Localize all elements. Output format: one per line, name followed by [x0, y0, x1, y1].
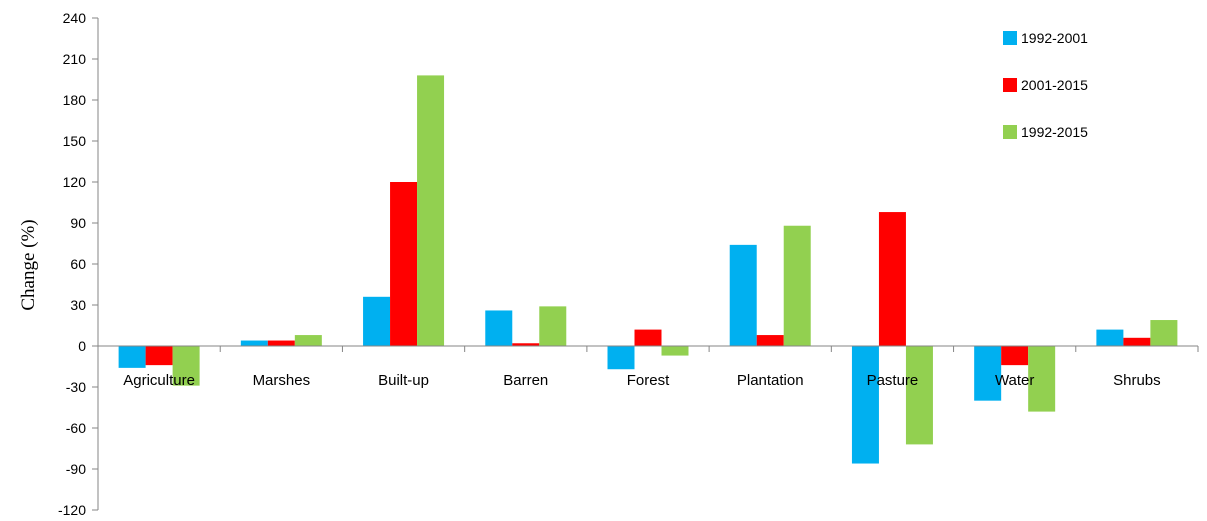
- y-tick-label: 60: [70, 256, 86, 272]
- category-label: Shrubs: [1113, 372, 1161, 389]
- bar-barren-series-2: [512, 343, 540, 346]
- legend-label: 1992-2001: [1021, 30, 1088, 46]
- category-label: Water: [995, 372, 1034, 389]
- bar-water-series-1: [974, 346, 1002, 401]
- y-axis-title: Change (%): [18, 219, 39, 310]
- bar-agriculture-series-3: [172, 346, 200, 386]
- bar-barren-series-1: [485, 310, 513, 346]
- y-tick-label: 150: [63, 133, 87, 149]
- category-label: Barren: [503, 372, 548, 389]
- bar-marshes-series-2: [267, 340, 295, 346]
- category-label: Pasture: [867, 372, 919, 389]
- y-tick-label: -60: [66, 420, 86, 436]
- bar-barren-series-3: [539, 306, 567, 346]
- y-tick-label: 240: [63, 10, 87, 26]
- legend-label: 1992-2015: [1021, 124, 1088, 140]
- legend: 1992-2001 2001-2015 1992-2015: [1003, 30, 1088, 140]
- bar-shrubs-series-3: [1150, 320, 1178, 346]
- bar-built-up-series-1: [363, 296, 391, 346]
- category-labels: Agriculture Marshes Built-up Barren Forest Pl…: [123, 372, 1160, 389]
- bar-plantation-series-1: [729, 244, 757, 346]
- bar-shrubs-series-1: [1096, 329, 1124, 346]
- legend-swatch: [1003, 31, 1017, 45]
- y-tick-label: -90: [66, 461, 86, 477]
- bar-marshes-series-1: [240, 340, 268, 346]
- bar-built-up-series-2: [390, 182, 418, 346]
- category-label: Built-up: [378, 372, 429, 389]
- y-tick-label: -120: [58, 502, 86, 518]
- bar-plantation-series-2: [756, 335, 784, 346]
- bar-forest-series-1: [607, 346, 635, 370]
- bar-forest-series-3: [661, 346, 689, 356]
- bar-forest-series-2: [634, 329, 662, 346]
- bar-water-series-2: [1001, 346, 1029, 366]
- y-tick-label: 210: [63, 51, 87, 67]
- category-label: Plantation: [737, 372, 804, 389]
- bar-built-up-series-3: [417, 75, 445, 347]
- y-tick-label: 0: [78, 338, 86, 354]
- bar-water-series-3: [1028, 346, 1056, 412]
- y-tick-label: 120: [63, 174, 87, 190]
- legend-swatch: [1003, 125, 1017, 139]
- bar-agriculture-series-2: [145, 346, 173, 366]
- category-label: Agriculture: [123, 372, 195, 389]
- y-tick-label: 180: [63, 92, 87, 108]
- bar-plantation-series-3: [783, 225, 811, 346]
- x-axis: [97, 345, 1199, 352]
- y-tick-label: 30: [70, 297, 86, 313]
- bars: [118, 75, 1178, 464]
- bar-pasture-series-3: [905, 346, 933, 445]
- y-tick-label: -30: [66, 379, 86, 395]
- category-label: Forest: [627, 372, 670, 389]
- bar-agriculture-series-1: [118, 346, 146, 368]
- bar-pasture-series-2: [878, 212, 906, 346]
- y-axis: -120 -90 -60 -30 0 30 60 90 120 150 180 210 240: [58, 10, 99, 518]
- bar-shrubs-series-2: [1123, 337, 1151, 346]
- legend-label: 2001-2015: [1021, 77, 1088, 93]
- legend-swatch: [1003, 78, 1017, 92]
- y-tick-label: 90: [70, 215, 86, 231]
- bar-pasture-series-1: [851, 346, 879, 464]
- bar-marshes-series-3: [294, 335, 322, 346]
- category-label: Marshes: [253, 372, 311, 389]
